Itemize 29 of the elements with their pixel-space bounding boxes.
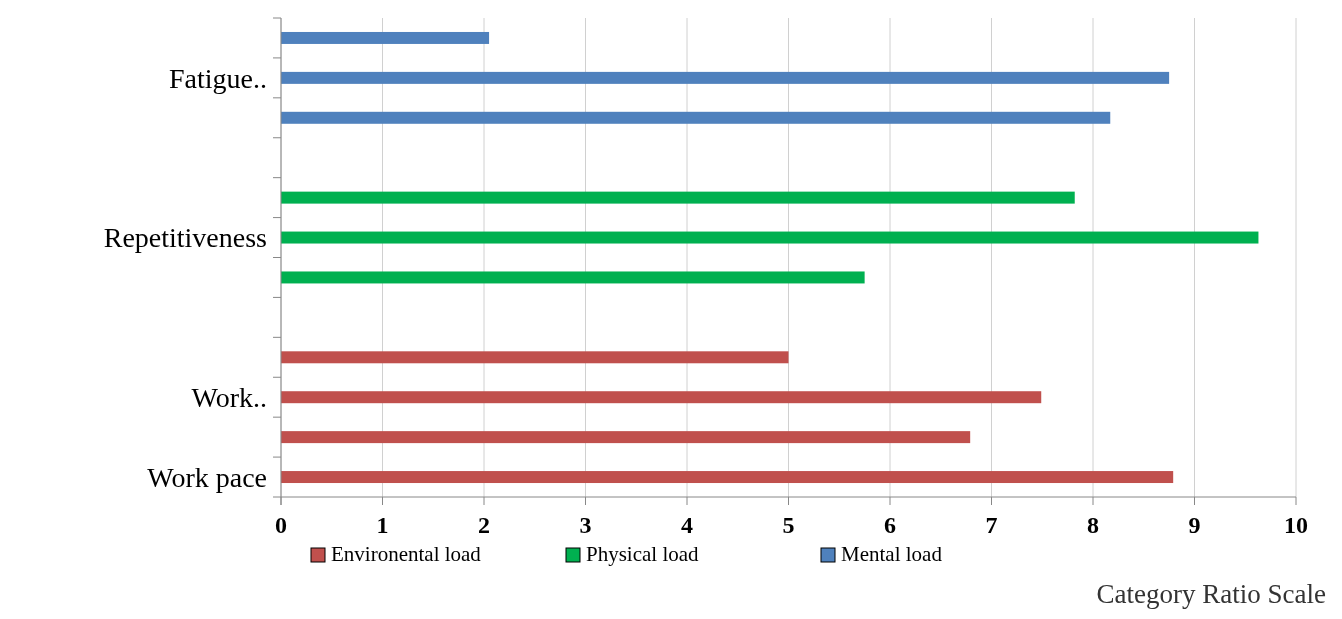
bar xyxy=(281,111,1111,124)
x-tick-label: 6 xyxy=(884,512,896,538)
x-tick-label: 0 xyxy=(275,512,287,538)
y-tick-label: Work.. xyxy=(191,382,267,414)
x-tick-label: 9 xyxy=(1188,512,1201,538)
x-tick-label: 1 xyxy=(376,512,389,538)
x-tick-label: 4 xyxy=(681,512,693,538)
bar xyxy=(281,391,1042,404)
bar xyxy=(281,71,1170,84)
bar xyxy=(281,431,971,444)
legend-label: Physical load xyxy=(586,542,700,566)
legend-label: Mental load xyxy=(841,542,943,566)
x-tick-label: 2 xyxy=(478,512,490,538)
bar xyxy=(281,351,789,364)
x-tick-label: 10 xyxy=(1284,512,1308,538)
bar xyxy=(281,31,490,44)
bar xyxy=(281,471,1174,484)
x-tick-label: 7 xyxy=(985,512,998,538)
y-tick-label: Repetitiveness xyxy=(103,222,267,254)
x-tick-label: 8 xyxy=(1087,512,1099,538)
y-tick-label: Work pace xyxy=(147,461,267,493)
x-tick-label: 3 xyxy=(579,512,592,538)
x-axis-title: Category Ratio Scale xyxy=(1096,579,1327,609)
bar xyxy=(281,271,865,284)
y-tick-label: Fatigue.. xyxy=(169,62,267,94)
bar xyxy=(281,231,1259,244)
bar xyxy=(281,191,1075,204)
x-tick-label: 5 xyxy=(782,512,795,538)
legend-label: Environental load xyxy=(331,542,482,566)
